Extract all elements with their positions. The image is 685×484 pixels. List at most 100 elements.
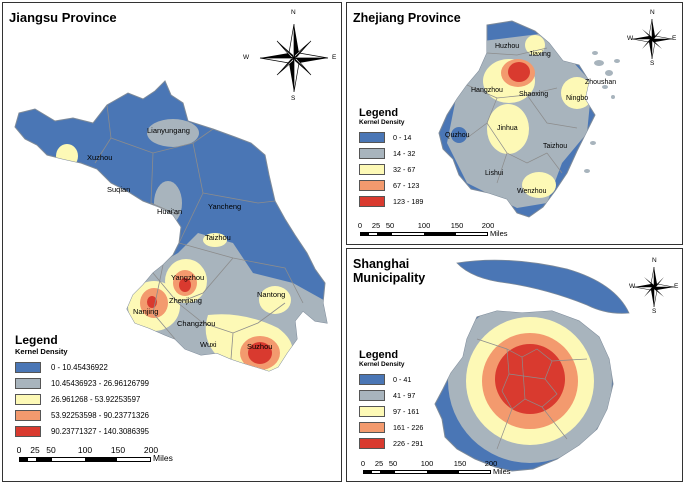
scale-label: 25 <box>30 445 40 455</box>
city-huzhou: Huzhou <box>495 43 519 50</box>
zhejiang-scale-bar: 0 25 50 100 150 200 Miles <box>357 221 540 238</box>
city-wenzhou: Wenzhou <box>517 188 547 195</box>
shanghai-scale-bar: 0 25 50 100 150 200 Miles <box>360 459 543 476</box>
legend-swatch <box>359 437 385 449</box>
compass-s: S <box>650 60 655 67</box>
city-nantong: Nantong <box>257 290 285 299</box>
legend-item: 10.45436923 - 26.96126799 <box>15 375 215 391</box>
city-hangzhou: Hangzhou <box>471 87 503 94</box>
legend-swatch <box>359 163 385 175</box>
legend-items: 0 - 10.45436922 10.45436923 - 26.9612679… <box>15 359 215 439</box>
legend-swatch <box>359 179 385 191</box>
legend-item: 14 - 32 <box>359 145 459 161</box>
compass-e: E <box>332 54 337 61</box>
legend-item: 41 - 97 <box>359 387 459 403</box>
legend-swatch <box>15 377 41 389</box>
legend-item: 26.961268 - 53.92253597 <box>15 391 215 407</box>
zhejiang-panel: Zhejiang Province N S E W <box>346 2 683 245</box>
legend-item: 0 - 14 <box>359 129 459 145</box>
legend-swatch <box>359 405 385 417</box>
legend-swatch <box>359 147 385 159</box>
compass-n: N <box>652 257 657 264</box>
scale-bar-graphic <box>19 457 151 462</box>
city-jinhua: Jinhua <box>497 125 518 132</box>
legend-item: 0 - 41 <box>359 371 459 387</box>
compass-w: W <box>629 283 636 290</box>
zhejiang-title: Zhejiang Province <box>353 11 461 25</box>
scale-label: 150 <box>110 445 126 455</box>
legend-swatch <box>359 421 385 433</box>
compass-n: N <box>650 9 655 16</box>
scale-label: 0 <box>357 221 363 230</box>
compass-e: E <box>674 283 679 290</box>
compass-w: W <box>627 35 634 42</box>
legend-item: 161 - 226 <box>359 419 459 435</box>
city-xuzhou: Xuzhou <box>87 153 112 162</box>
city-changzhou: Changzhou <box>177 319 215 328</box>
jiangsu-province-shape <box>14 80 328 372</box>
scale-label: 0 <box>360 459 366 468</box>
scale-label: 200 <box>143 445 159 455</box>
legend-swatch <box>359 373 385 385</box>
city-taizhou: Taizhou <box>205 233 231 242</box>
chongming-island <box>456 259 630 314</box>
scale-units: Miles <box>490 229 508 238</box>
compass-rose-icon <box>631 18 673 60</box>
scale-label: 100 <box>77 445 93 455</box>
zhejiang-compass: N S E W <box>627 9 677 67</box>
legend-item: 90.23771327 - 140.3086395 <box>15 423 215 439</box>
jiangsu-panel: Jiangsu Province N S E W <box>2 2 342 482</box>
legend-items: 0 - 14 14 - 32 32 - 67 67 - 123 123 - 18… <box>359 129 459 209</box>
scale-label: 25 <box>371 221 381 230</box>
city-zhoushan: Zhoushan <box>585 79 616 86</box>
scale-units: Miles <box>493 467 511 476</box>
zhejiang-province-shape <box>438 20 596 218</box>
legend-title: Legend <box>15 333 58 347</box>
legend-item: 32 - 67 <box>359 161 459 177</box>
legend-item: 226 - 291 <box>359 435 459 451</box>
shanghai-compass: N S E W <box>629 257 679 315</box>
legend-item: 0 - 10.45436922 <box>15 359 215 375</box>
scale-bar-graphic <box>360 232 488 236</box>
compass-s: S <box>291 95 296 102</box>
legend-swatch <box>15 425 41 437</box>
zhejiang-legend: Legend Kernel Density 0 - 14 14 - 32 32 … <box>359 107 459 209</box>
shanghai-title: Shanghai Municipality <box>353 257 425 285</box>
legend-title: Legend <box>359 349 399 361</box>
compass-s: S <box>652 308 657 315</box>
compass-rose-icon <box>633 266 675 308</box>
city-suqian: Suqian <box>107 185 130 194</box>
scale-label: 50 <box>388 459 398 468</box>
shanghai-mainland-shape <box>434 310 614 472</box>
shanghai-title-line2: Municipality <box>353 271 426 285</box>
legend-swatch <box>15 409 41 421</box>
city-zhenjiang: Zhenjiang <box>169 296 202 305</box>
city-shaoxing: Shaoxing <box>519 91 548 98</box>
compass-w: W <box>243 54 250 61</box>
legend-swatch <box>359 389 385 401</box>
city-suzhou: Suzhou <box>247 342 272 351</box>
scale-label: 150 <box>450 221 464 230</box>
scale-label: 0 <box>16 445 22 455</box>
scale-label: 150 <box>453 459 467 468</box>
scale-label: 200 <box>481 221 495 230</box>
scale-units: Miles <box>153 453 173 463</box>
legend-swatch <box>359 195 385 207</box>
legend-subtitle: Kernel Density <box>359 361 405 368</box>
city-huaian: Huai'an <box>157 207 182 216</box>
legend-item: 53.92253598 - 90.23771326 <box>15 407 215 423</box>
shanghai-legend: Legend Kernel Density 0 - 41 41 - 97 97 … <box>359 349 459 451</box>
small-island <box>537 325 561 334</box>
scale-label: 50 <box>46 445 56 455</box>
compass-n: N <box>291 9 296 16</box>
scale-label: 100 <box>420 459 434 468</box>
scale-label: 25 <box>374 459 384 468</box>
shanghai-panel: Shanghai Municipality N S E W <box>346 248 683 482</box>
legend-items: 0 - 41 41 - 97 97 - 161 161 - 226 226 - … <box>359 371 459 451</box>
jiangsu-title: Jiangsu Province <box>9 10 117 25</box>
city-taizhou-zj: Taizhou <box>543 143 567 150</box>
city-lianyungang: Lianyungang <box>147 126 190 135</box>
scale-label: 200 <box>484 459 498 468</box>
legend-item: 123 - 189 <box>359 193 459 209</box>
jiangsu-legend: Legend Kernel Density 0 - 10.45436922 10… <box>15 333 215 439</box>
